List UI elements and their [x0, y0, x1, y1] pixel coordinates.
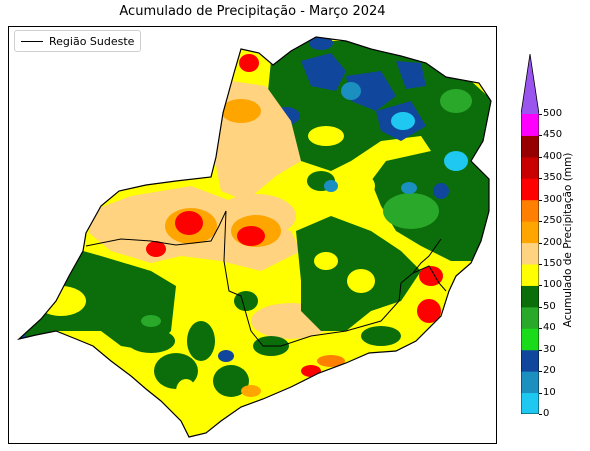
colorbar-label: Acumulado de Precipitação (mm) — [562, 152, 574, 328]
colorbar-tick-label: 150 — [543, 258, 563, 269]
colorbar-extend-arrow — [521, 54, 539, 114]
colorbar-band — [521, 199, 539, 222]
colorbar-tick-mark — [539, 285, 542, 287]
colorbar-tick-mark — [539, 114, 542, 115]
map-legend: Região Sudeste — [14, 30, 142, 52]
colorbar-band — [521, 306, 539, 329]
legend-line-swatch — [21, 40, 43, 42]
colorbar-band — [521, 264, 539, 286]
colorbar-tick-label: 250 — [543, 215, 563, 227]
colorbar-tick-mark — [539, 156, 542, 158]
colorbar-band — [521, 392, 539, 414]
colorbar-tick-label: 40 — [543, 322, 556, 334]
colorbar-tick-label: 10 — [543, 386, 556, 398]
colorbar-band — [521, 178, 539, 201]
colorbar-tick-label: 450 — [543, 129, 563, 141]
colorbar-band — [521, 349, 539, 372]
colorbar-tick-mark — [539, 178, 542, 180]
colorbar-tick-mark — [539, 221, 542, 223]
colorbar-tick-label: 400 — [543, 150, 563, 162]
colorbar-tick-label: 500 — [543, 108, 563, 119]
map-title: Acumulado de Precipitação - Março 2024 — [119, 4, 386, 19]
colorbar-tick-mark — [539, 306, 542, 308]
colorbar-tick-mark — [539, 371, 542, 373]
colorbar-band — [521, 285, 539, 308]
colorbar-band — [521, 371, 539, 394]
colorbar-tick-mark — [539, 264, 542, 265]
colorbar-tick-label: 0 — [543, 408, 550, 419]
colorbar-tick-label: 200 — [543, 236, 563, 248]
colorbar-tick-label: 30 — [543, 343, 556, 355]
colorbar-tick-mark — [539, 392, 542, 394]
legend-label: Região Sudeste — [49, 34, 135, 48]
colorbar-band — [521, 328, 539, 351]
colorbar-tick-label: 300 — [543, 193, 563, 205]
colorbar-band — [521, 114, 539, 136]
colorbar-band — [521, 156, 539, 179]
precipitation-map — [16, 36, 492, 438]
colorbar-band — [521, 135, 539, 158]
colorbar-tick-mark — [539, 328, 542, 330]
map-frame — [8, 26, 497, 444]
colorbar-tick-mark — [539, 199, 542, 201]
colorbar-tick-mark — [539, 242, 542, 244]
colorbar-tick-label: 20 — [543, 365, 556, 377]
colorbar-tick-mark — [539, 135, 542, 137]
colorbar-tick-mark — [539, 414, 542, 415]
colorbar-tick-mark — [539, 349, 542, 351]
colorbar-band — [521, 242, 539, 265]
colorbar-tick-label: 350 — [543, 172, 563, 184]
colorbar-band — [521, 221, 539, 244]
colorbar-tick-label: 100 — [543, 279, 563, 291]
colorbar-tick-label: 50 — [543, 300, 556, 312]
colorbar — [521, 54, 539, 414]
